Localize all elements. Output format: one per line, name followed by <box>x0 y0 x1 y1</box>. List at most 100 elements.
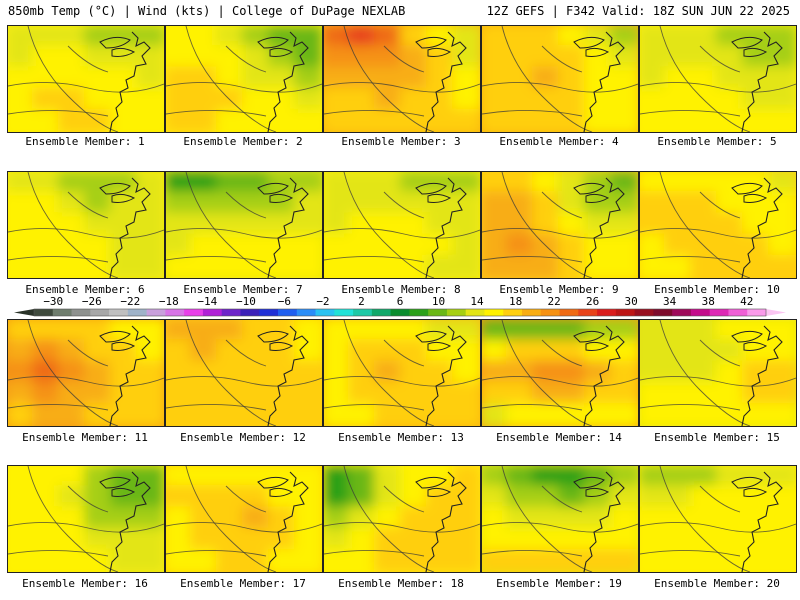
contour-line <box>501 320 593 426</box>
ensemble-map-panel <box>481 319 639 427</box>
ensemble-member-label: Ensemble Member: 18 <box>338 577 464 590</box>
temperature-cell <box>348 45 378 71</box>
temperature-cell <box>166 26 194 50</box>
temperature-cell <box>136 108 164 132</box>
temperature-cell <box>400 506 430 532</box>
temperature-cell <box>768 191 796 217</box>
temperature-cell <box>452 548 480 572</box>
temperature-cell <box>716 360 746 386</box>
temperature-cell <box>506 381 536 407</box>
temperature-cell <box>324 360 352 386</box>
temperature-cell <box>324 45 352 71</box>
temperature-cell <box>136 26 164 50</box>
temperature-cell <box>610 66 638 92</box>
ensemble-member-label: Ensemble Member: 10 <box>654 283 780 296</box>
temperature-cell <box>426 254 456 278</box>
temperature-cell <box>8 254 36 278</box>
contour-line <box>640 522 796 533</box>
temperature-cell <box>84 320 114 344</box>
temperature-cell <box>640 320 668 344</box>
temperature-cell <box>294 381 322 407</box>
colorbar-swatch <box>278 309 298 316</box>
temperature-cell <box>324 320 352 344</box>
temperature-cell <box>610 45 638 71</box>
coastline <box>267 31 309 132</box>
colorbar-tick-label: 10 <box>432 295 445 308</box>
ensemble-map-panel <box>481 25 639 133</box>
great-lake-outline <box>743 193 768 203</box>
temperature-cell <box>584 548 614 572</box>
colorbar-swatch <box>34 309 54 316</box>
temperature-cell <box>640 66 668 92</box>
temperature-cell <box>166 45 194 71</box>
temperature-cell <box>324 381 352 407</box>
temperature-field-map <box>640 26 796 132</box>
temperature-cell <box>166 339 194 365</box>
temperature-cell <box>8 527 36 553</box>
temperature-cell <box>374 506 404 532</box>
coastline <box>109 31 151 132</box>
contour-line <box>324 109 425 117</box>
temperature-cell <box>716 466 746 490</box>
colorbar-tick-label: 42 <box>740 295 753 308</box>
temperature-cell <box>610 191 638 217</box>
temperature-cell <box>216 360 246 386</box>
colorbar-tick-label: 22 <box>547 295 560 308</box>
temperature-cell <box>640 485 668 511</box>
temperature-cell <box>558 26 588 50</box>
contour-line <box>482 109 583 117</box>
colorbar-swatch <box>709 309 729 316</box>
contour-line <box>482 82 638 93</box>
contour-line <box>166 403 267 411</box>
temperature-colorbar: −30 −26 −22 −18 −14 −10 −6 −2 2 6 10 14 18 22 26 30 34 38… <box>14 295 786 317</box>
temperature-cell <box>190 527 220 553</box>
temperature-cell <box>216 320 246 344</box>
temperature-cell <box>324 87 352 113</box>
temperature-cell <box>8 191 36 217</box>
colorbar-swatch <box>747 309 767 316</box>
colorbar-swatch <box>522 309 542 316</box>
temperature-cell <box>640 26 668 50</box>
contour-line <box>659 320 751 426</box>
temperature-cell <box>242 339 272 365</box>
contour-line <box>27 172 119 278</box>
temperature-cell <box>768 66 796 92</box>
contour-line <box>501 172 593 278</box>
coastline <box>109 471 151 572</box>
great-lake-outline <box>585 193 610 203</box>
temperature-cell <box>610 381 638 407</box>
temperature-cell <box>482 466 510 490</box>
temperature-cell <box>506 172 536 196</box>
temperature-cell <box>8 360 36 386</box>
temperature-cell <box>610 320 638 344</box>
temperature-cell <box>452 172 480 196</box>
temperature-cell <box>532 485 562 511</box>
temperature-cell <box>374 172 404 196</box>
temperature-cell <box>610 485 638 511</box>
temperature-cell <box>610 548 638 572</box>
temperature-cell <box>348 381 378 407</box>
temperature-cell <box>532 26 562 50</box>
temperature-cell <box>610 402 638 426</box>
temperature-field-map <box>482 172 638 278</box>
temperature-cell <box>348 320 378 344</box>
temperature-cell <box>58 360 88 386</box>
contour-line <box>482 403 583 411</box>
great-lake-outline <box>573 182 605 195</box>
contour-line <box>383 191 425 219</box>
temperature-cell <box>166 233 194 259</box>
great-lake-outline <box>743 47 768 57</box>
temperature-cell <box>374 527 404 553</box>
temperature-cell <box>8 466 36 490</box>
temperature-cell <box>558 191 588 217</box>
contour-line <box>640 376 796 387</box>
temperature-cell <box>58 26 88 50</box>
temperature-cell <box>242 548 272 572</box>
ensemble-map-panel <box>323 25 481 133</box>
contour-line <box>659 172 751 278</box>
temperature-cell <box>348 339 378 365</box>
temperature-cell <box>242 212 272 238</box>
temperature-cell <box>640 212 668 238</box>
colorbar-swatch <box>52 309 73 316</box>
temperature-cell <box>216 254 246 278</box>
